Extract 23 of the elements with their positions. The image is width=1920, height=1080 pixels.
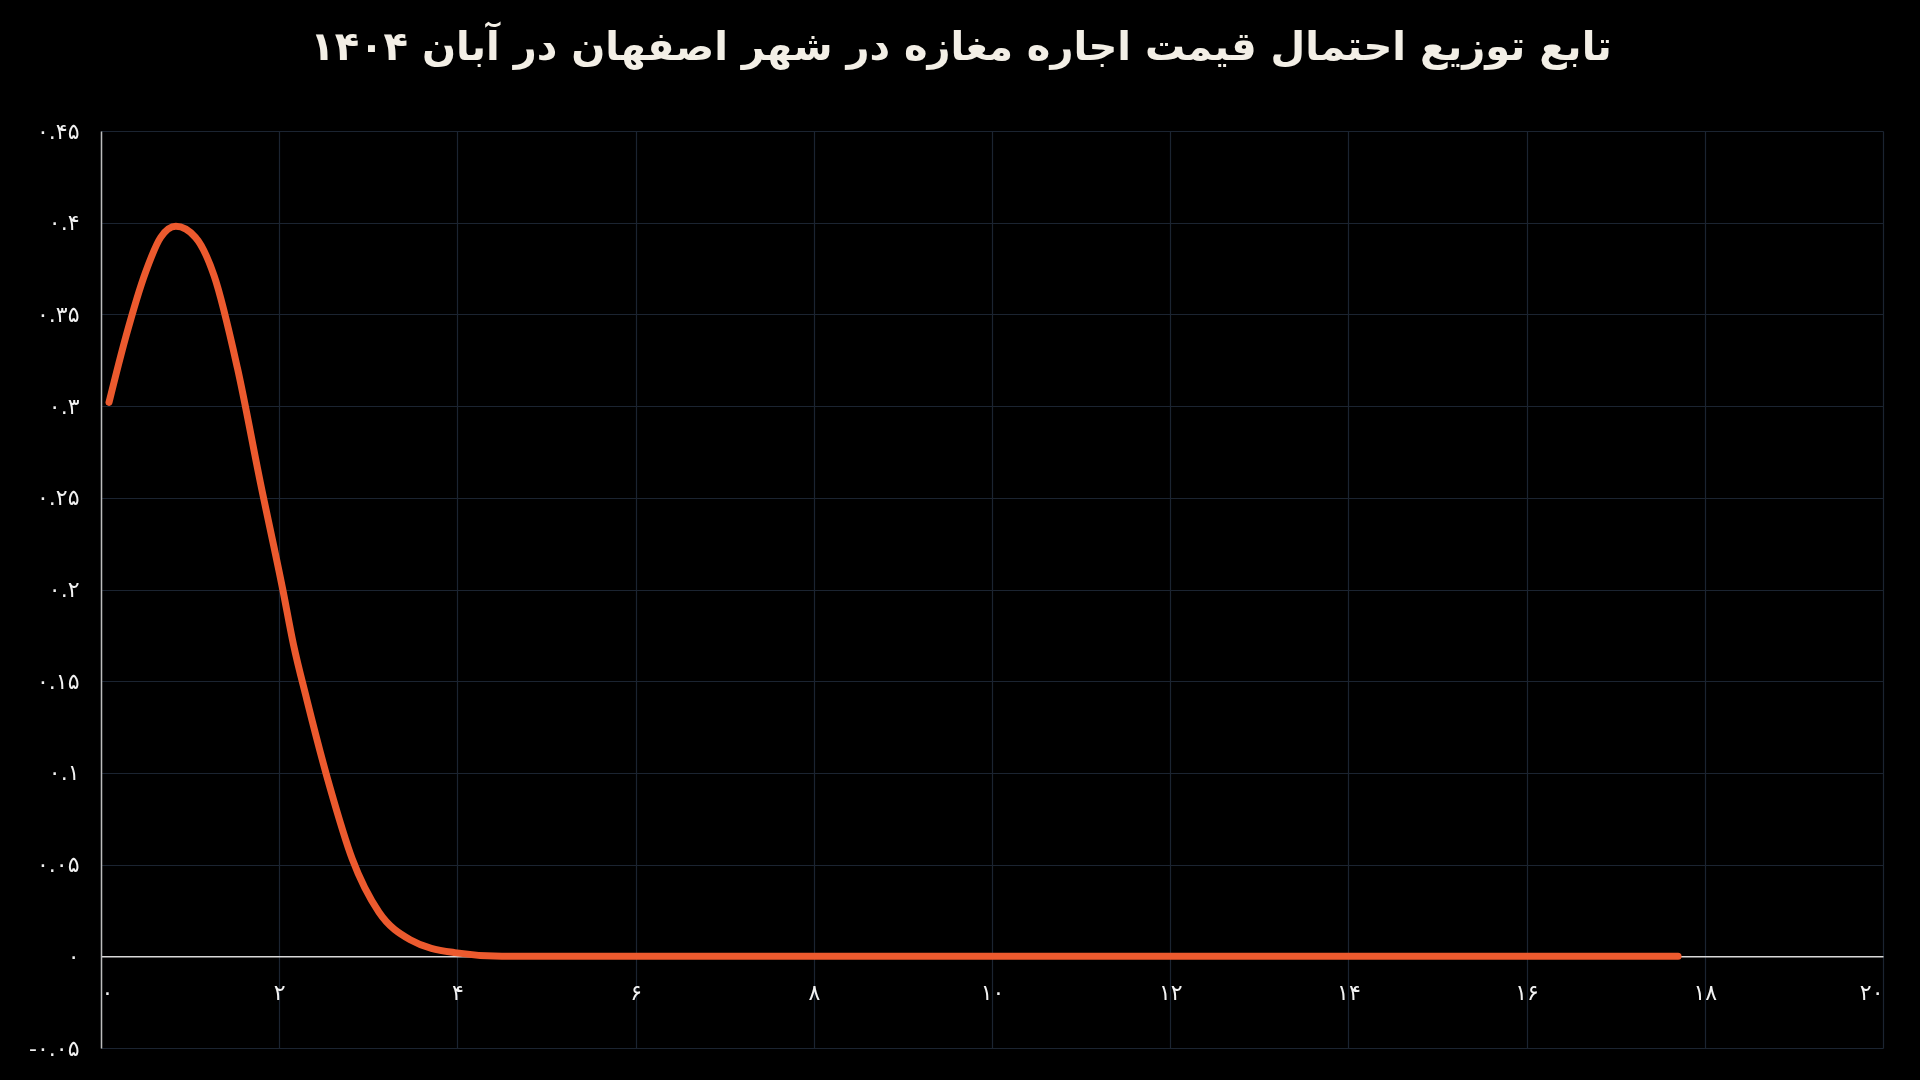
y-tick-label: ۰ xyxy=(67,943,80,969)
x-tick-label: ۰ xyxy=(101,979,114,1005)
y-tick-label: ۰.۳۵ xyxy=(37,301,80,327)
x-tick-label: ۱۰ xyxy=(980,979,1005,1005)
x-tick-label: ۲ xyxy=(273,979,286,1005)
chart-title: تابع توزیع احتمال قیمت اجاره مغازه در شهر اصفهان در آبان ۱۴۰۴ xyxy=(310,21,1612,70)
y-tick-label: ۰.۴ xyxy=(48,210,80,236)
y-tick-label: ۰.۲۵ xyxy=(37,485,80,511)
y-tick-label: ۰.۲ xyxy=(48,577,80,602)
y-tick-label: ۰.۰۵ xyxy=(37,852,80,878)
x-tick-label: ۲۰ xyxy=(1859,979,1884,1005)
x-tick-label: ۸ xyxy=(808,979,821,1005)
y-tick-label: -۰.۰۵ xyxy=(29,1035,80,1061)
y-tick-label: ۰.۳ xyxy=(48,393,80,419)
x-tick-label: ۱۸ xyxy=(1693,979,1718,1005)
x-tick-label: ۴ xyxy=(451,979,464,1005)
y-tick-label: ۰.۴۵ xyxy=(37,118,80,144)
x-tick-label: ۶ xyxy=(630,979,643,1005)
y-tick-label: ۰.۱۵ xyxy=(37,668,80,694)
x-tick-label: ۱۶ xyxy=(1515,979,1539,1005)
x-tick-label: ۱۲ xyxy=(1158,979,1183,1005)
x-tick-label: ۱۴ xyxy=(1337,979,1361,1005)
y-tick-label: ۰.۱ xyxy=(48,760,80,786)
